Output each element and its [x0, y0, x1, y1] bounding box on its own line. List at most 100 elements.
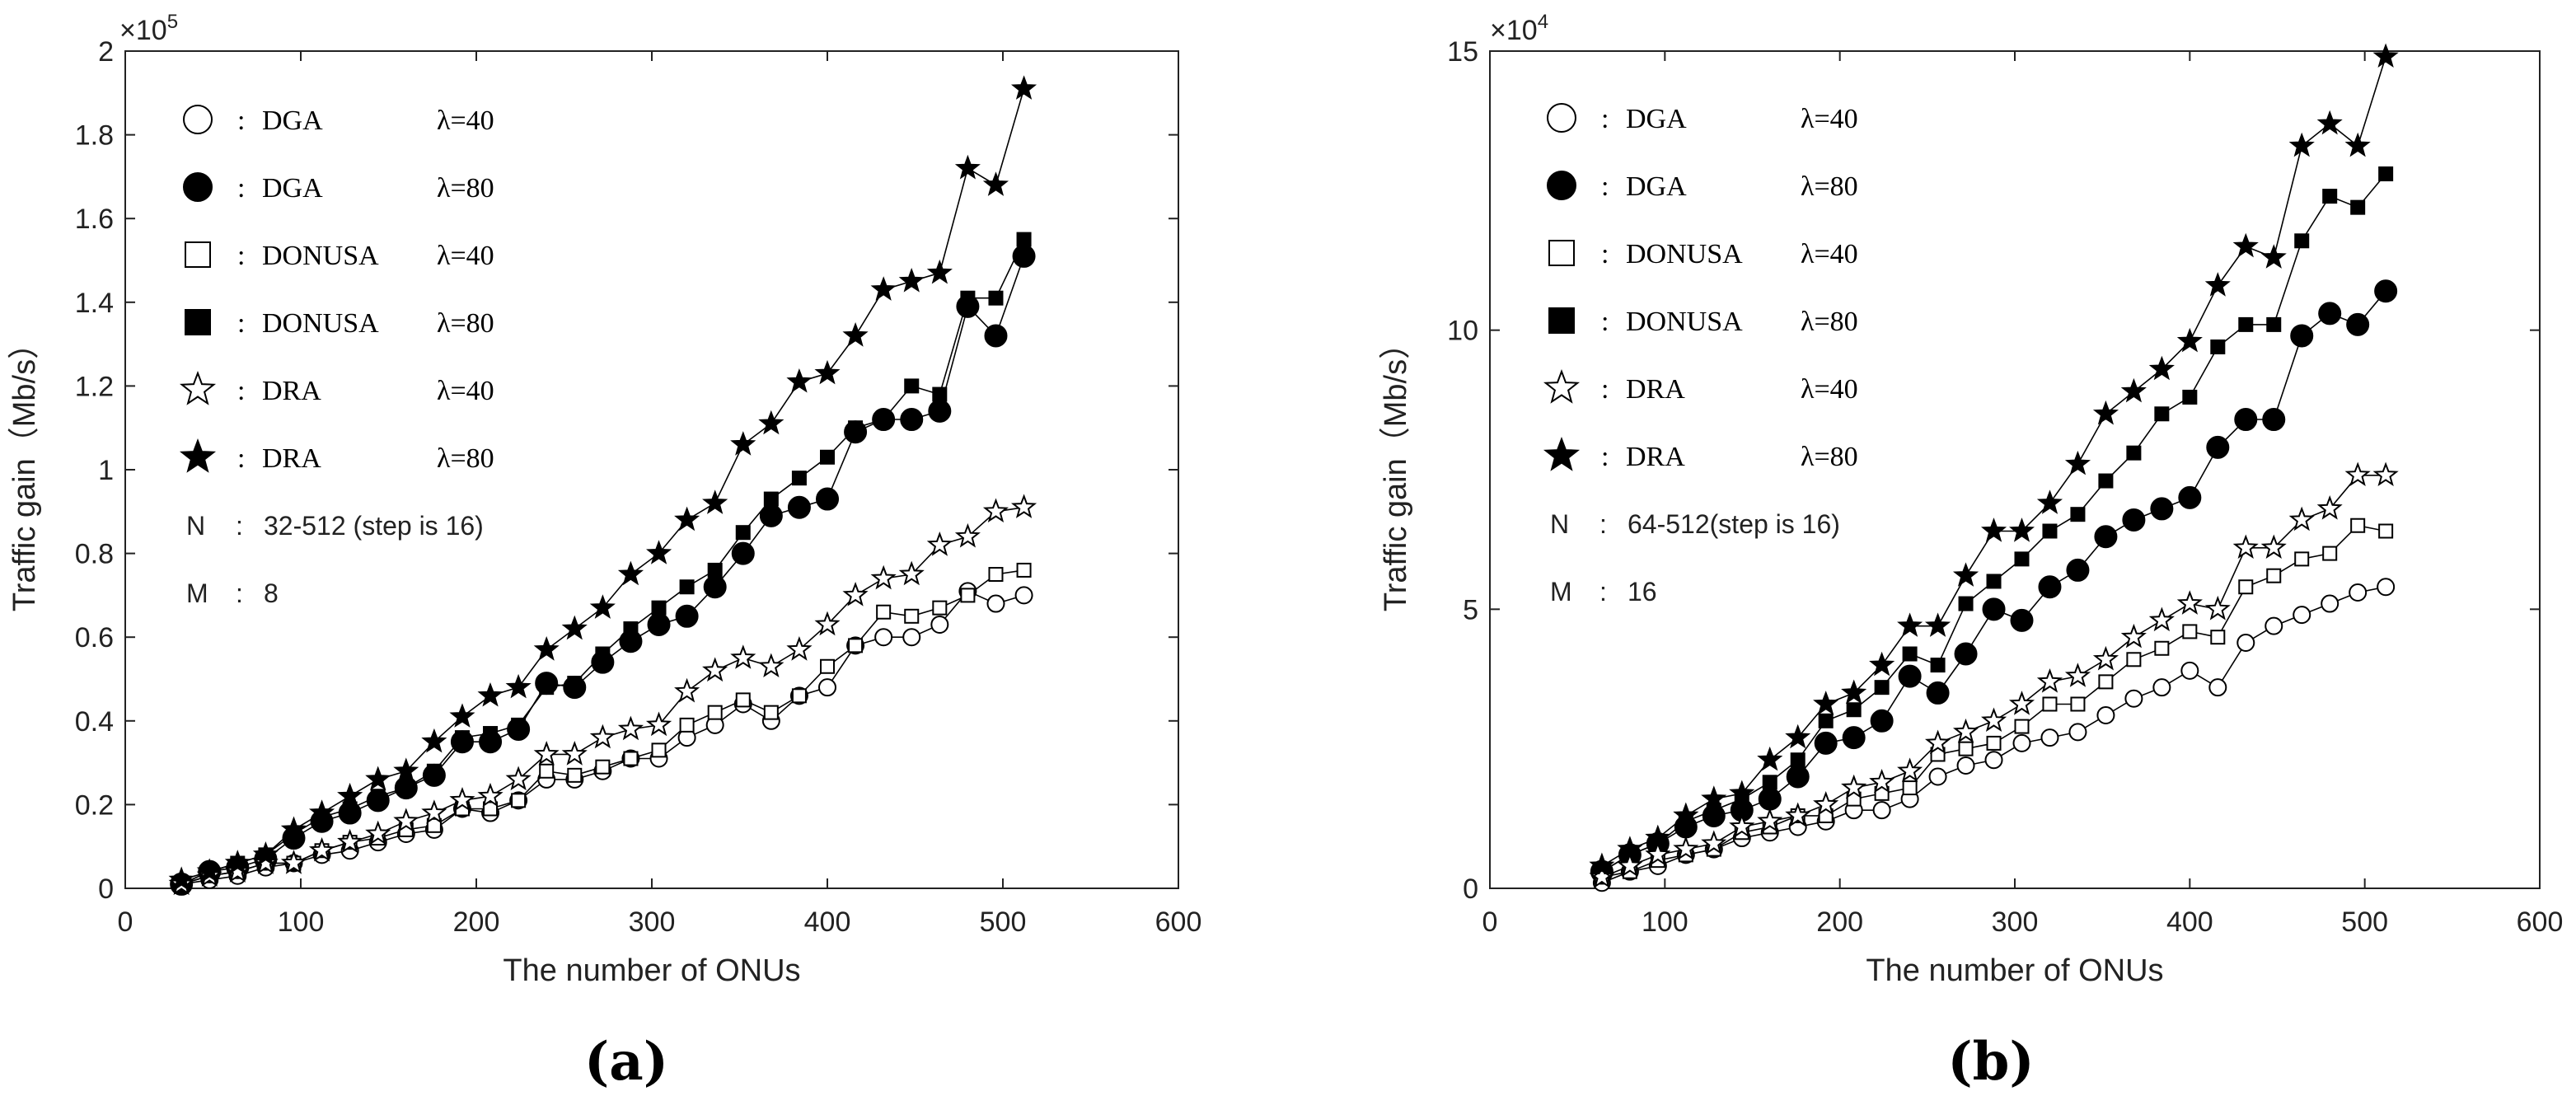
data-point — [1841, 774, 1867, 799]
data-point — [842, 582, 869, 607]
data-point — [337, 782, 363, 808]
x-tick-label: 100 — [278, 906, 325, 938]
data-point — [561, 741, 588, 766]
legend-lambda: λ=40 — [1801, 239, 1858, 269]
data-point — [252, 841, 279, 866]
param-key: N — [186, 511, 205, 541]
data-point — [954, 154, 981, 180]
y-axis-multiplier: ×104 — [1490, 11, 1548, 46]
legend-param: N:32-512 (step is 16) — [186, 511, 484, 541]
data-point — [1930, 658, 1946, 673]
series-star-filled — [168, 75, 1037, 892]
data-point — [735, 692, 751, 708]
data-point — [2098, 674, 2114, 690]
x-tick-label: 200 — [453, 906, 500, 938]
data-point — [449, 703, 475, 728]
data-point — [2232, 232, 2259, 258]
data-point — [2238, 579, 2254, 595]
data-point — [2238, 316, 2254, 332]
data-point — [988, 567, 1004, 582]
data-point — [393, 808, 419, 832]
data-point — [735, 525, 751, 541]
data-point — [567, 676, 583, 691]
legend-entry: : DONUSA λ=40 — [1548, 239, 1858, 269]
y-tick-label: 0.6 — [75, 622, 114, 653]
data-point — [1869, 651, 1895, 677]
data-point — [2322, 189, 2338, 204]
data-point — [1897, 757, 1923, 783]
data-point — [168, 866, 194, 892]
data-point — [426, 817, 442, 833]
legend-entry: : DGA λ=80 — [1547, 171, 1858, 202]
param-value: 32-512 (step is 16) — [264, 511, 484, 541]
data-point — [505, 766, 532, 791]
series-star-filled — [1589, 43, 2399, 878]
data-point — [2064, 450, 2091, 475]
data-point — [2377, 578, 2396, 597]
legend-lambda: λ=80 — [437, 308, 494, 339]
data-point — [2236, 633, 2255, 652]
data-point — [2266, 316, 2282, 332]
data-point — [2012, 733, 2031, 752]
data-point — [589, 594, 616, 619]
data-point — [988, 290, 1004, 306]
legend-entry: : DONUSA λ=80 — [185, 308, 494, 339]
legend-entry: : DGA λ=40 — [1547, 103, 1858, 134]
data-point — [1814, 731, 1838, 755]
data-point — [674, 506, 700, 532]
data-point — [2322, 546, 2338, 561]
data-point — [2316, 110, 2343, 135]
param-key: M — [1550, 577, 1572, 607]
data-point — [2152, 678, 2171, 697]
legend-entry: : DRA λ=80 — [1543, 436, 1858, 472]
legend-marker — [179, 370, 217, 405]
data-point — [567, 767, 583, 783]
data-point — [1902, 646, 1918, 662]
data-point — [561, 615, 588, 640]
legend-separator: : — [237, 241, 245, 271]
legend-separator: : — [1601, 442, 1609, 472]
legend-marker — [1548, 307, 1575, 334]
data-point — [1757, 808, 1783, 832]
x-tick-label: 400 — [2166, 906, 2213, 938]
y-tick-label: 1.2 — [75, 371, 114, 402]
legend-entry: : DONUSA λ=80 — [1548, 307, 1858, 337]
data-point — [1785, 802, 1811, 827]
x-tick-label: 300 — [1992, 906, 2039, 938]
data-point — [1729, 780, 1755, 805]
y-tick-label: 5 — [1463, 594, 1478, 625]
legend-separator: : — [1601, 171, 1609, 202]
data-point — [2036, 668, 2063, 693]
data-point — [730, 644, 756, 669]
data-point — [814, 611, 841, 636]
data-point — [449, 786, 475, 812]
data-point — [820, 658, 835, 674]
chart-panel-a: 0 100 200 300 400 500 600 0 0.2 0.4 0.6 0.8 1 1.2 1.4 1… — [7, 11, 1201, 1093]
data-point — [2204, 272, 2231, 297]
data-point — [370, 789, 386, 804]
legend-lambda: λ=80 — [437, 443, 494, 474]
data-point — [2260, 534, 2287, 560]
data-point — [1928, 767, 1947, 786]
data-point — [365, 820, 391, 845]
data-point — [647, 612, 671, 636]
y-tick-label: 0.8 — [75, 539, 114, 570]
data-point — [2070, 507, 2086, 522]
y-axis-multiplier: ×105 — [119, 11, 178, 46]
data-point — [1762, 775, 1777, 790]
data-point — [2010, 608, 2034, 632]
data-point — [1984, 751, 2003, 770]
data-point — [2288, 132, 2315, 157]
data-point — [2096, 706, 2115, 725]
data-point — [2176, 590, 2203, 615]
data-point — [1981, 518, 2007, 542]
legend-marker — [1547, 171, 1576, 200]
data-point — [2008, 691, 2035, 715]
legend-method: DONUSA — [262, 308, 379, 339]
x-tick-label: 600 — [2517, 906, 2564, 938]
data-point — [2126, 445, 2142, 461]
data-point — [1645, 824, 1671, 850]
legend-separator: : — [1601, 104, 1609, 134]
data-point — [930, 615, 949, 634]
data-point — [2094, 525, 2118, 549]
